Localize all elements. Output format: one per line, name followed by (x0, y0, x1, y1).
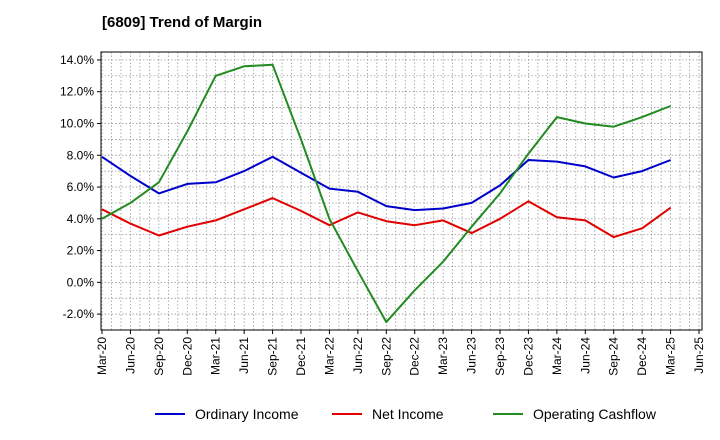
x-tick-label: Sep-20 (152, 337, 166, 376)
x-tick-label: Dec-23 (521, 337, 535, 376)
y-tick-label: 4.0% (67, 212, 95, 226)
y-tick-label: 2.0% (67, 244, 95, 258)
x-tick-label: Jun-22 (351, 337, 365, 374)
x-axis-ticks: Mar-20 Jun-20 Sep-20 Dec-20 Mar-21 Jun-21 Sep-… (95, 330, 706, 376)
legend-label: Ordinary Income (195, 406, 299, 422)
x-tick-label: Mar-25 (664, 337, 678, 375)
chart-title: [6809] Trend of Margin (102, 14, 263, 31)
y-axis-ticks: 14.0% 12.0% 10.0% 8.0% 6.0% 4.0% 2.0% 0.0% -2.0% (60, 53, 101, 321)
x-tick-label: Mar-23 (436, 337, 450, 375)
legend-label: Operating Cashflow (533, 406, 657, 422)
x-tick-label: Sep-23 (493, 337, 507, 376)
grid-lines (101, 52, 702, 331)
series-line-net-income (101, 197, 672, 239)
y-tick-label: 8.0% (67, 148, 95, 162)
series-line-ordinary-income (101, 155, 671, 212)
y-tick-label: 12.0% (60, 85, 94, 99)
x-tick-label: Sep-24 (607, 337, 621, 376)
x-tick-label: Dec-22 (408, 337, 422, 376)
series-line-operating-cashflow (101, 63, 671, 324)
x-tick-label: Mar-21 (209, 337, 223, 375)
x-tick-label: Dec-24 (635, 337, 649, 376)
legend-label: Net Income (372, 406, 444, 422)
x-tick-label: Dec-21 (294, 337, 308, 376)
legend: Ordinary Income Net Income Operating Cashf… (155, 406, 657, 422)
plot-frame (100, 51, 703, 331)
x-tick-label: Sep-22 (379, 337, 393, 376)
x-tick-label: Mar-22 (322, 337, 336, 375)
x-tick-label: Jun-23 (465, 337, 479, 374)
x-tick-label: Mar-24 (550, 337, 564, 375)
x-tick-label: Mar-20 (95, 337, 109, 375)
y-tick-label: 0.0% (67, 275, 95, 289)
y-tick-label: 10.0% (60, 116, 94, 130)
y-tick-label: -2.0% (63, 307, 95, 321)
x-tick-label: Jun-24 (578, 337, 592, 374)
x-tick-label: Jun-20 (123, 337, 137, 374)
plot-area (101, 52, 702, 330)
y-tick-label: 14.0% (60, 53, 94, 67)
y-tick-label: 6.0% (67, 180, 95, 194)
x-tick-label: Sep-21 (266, 337, 280, 376)
x-tick-label: Jun-21 (237, 337, 251, 374)
x-tick-label: Jun-25 (692, 337, 706, 374)
x-tick-label: Dec-20 (180, 337, 194, 376)
series-lines (101, 63, 672, 324)
